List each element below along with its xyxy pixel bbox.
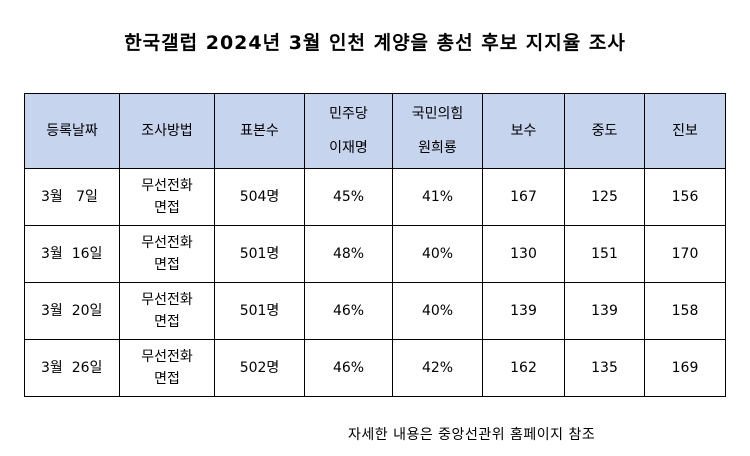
page-title: 한국갤럽 2024년 3월 인천 계양을 총선 후보 지지율 조사 <box>124 32 626 54</box>
moderate-cell: 135 <box>564 339 645 397</box>
won-cell: 40% <box>392 282 483 340</box>
header-sample: 표본수 <box>214 93 305 169</box>
date-cell: 3월 7일 <box>24 168 120 226</box>
date-cell: 3월 20일 <box>24 282 120 340</box>
method-cell: 무선전화 면접 <box>119 168 215 226</box>
lee-cell: 46% <box>304 339 393 397</box>
conservative-cell: 130 <box>482 225 565 283</box>
table-row: 3월 26일 무선전화 면접 502명 46% 42% 162 135 169 <box>24 339 726 397</box>
header-conservative: 보수 <box>482 93 565 169</box>
conservative-cell: 162 <box>482 339 565 397</box>
moderate-cell: 125 <box>564 168 645 226</box>
header-method: 조사방법 <box>119 93 215 169</box>
method-cell: 무선전화 면접 <box>119 225 215 283</box>
poll-table: 등록날짜 조사방법 표본수 민주당 이재명 국민의힘 원희룡 보수 중도 진보 3월… <box>24 93 726 397</box>
header-moderate: 중도 <box>564 93 645 169</box>
sample-cell: 502명 <box>214 339 305 397</box>
method-cell: 무선전화 면접 <box>119 339 215 397</box>
conservative-cell: 139 <box>482 282 565 340</box>
method-cell: 무선전화 면접 <box>119 282 215 340</box>
sample-cell: 501명 <box>214 282 305 340</box>
header-won: 국민의힘 원희룡 <box>392 93 483 169</box>
progressive-cell: 169 <box>644 339 726 397</box>
moderate-cell: 139 <box>564 282 645 340</box>
footnote: 자세한 내용은 중앙선관위 홈페이지 참조 <box>348 427 596 443</box>
header-date: 등록날짜 <box>24 93 120 169</box>
table-row: 3월 20일 무선전화 면접 501명 46% 40% 139 139 158 <box>24 282 726 340</box>
progressive-cell: 170 <box>644 225 726 283</box>
progressive-cell: 158 <box>644 282 726 340</box>
table-row: 3월 7일 무선전화 면접 504명 45% 41% 167 125 156 <box>24 168 726 226</box>
header-progressive: 진보 <box>644 93 726 169</box>
header-lee: 민주당 이재명 <box>304 93 393 169</box>
sample-cell: 501명 <box>214 225 305 283</box>
date-cell: 3월 16일 <box>24 225 120 283</box>
date-cell: 3월 26일 <box>24 339 120 397</box>
won-cell: 40% <box>392 225 483 283</box>
moderate-cell: 151 <box>564 225 645 283</box>
sample-cell: 504명 <box>214 168 305 226</box>
won-cell: 41% <box>392 168 483 226</box>
lee-cell: 46% <box>304 282 393 340</box>
lee-cell: 45% <box>304 168 393 226</box>
won-cell: 42% <box>392 339 483 397</box>
table-row: 3월 16일 무선전화 면접 501명 48% 40% 130 151 170 <box>24 225 726 283</box>
lee-cell: 48% <box>304 225 393 283</box>
conservative-cell: 167 <box>482 168 565 226</box>
progressive-cell: 156 <box>644 168 726 226</box>
header-row: 등록날짜 조사방법 표본수 민주당 이재명 국민의힘 원희룡 보수 중도 진보 <box>24 93 726 169</box>
